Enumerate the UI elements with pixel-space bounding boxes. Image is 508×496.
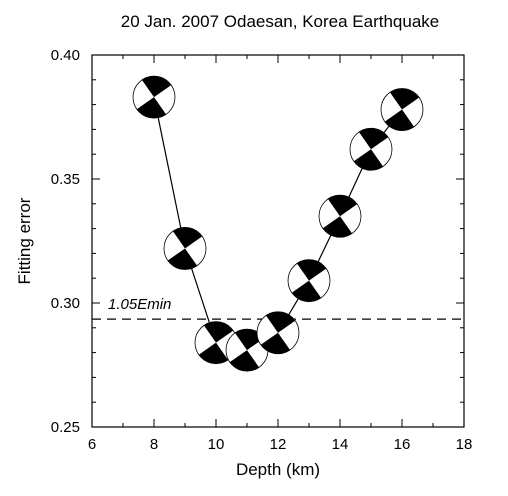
chart-title: 20 Jan. 2007 Odaesan, Korea Earthquake xyxy=(121,12,440,31)
data-point-beachball xyxy=(163,227,207,270)
axis-ticks: 6 8 10 12 14 16 18 0.25 0.30 0.35 0.40 xyxy=(51,47,473,453)
x-tick-label: 8 xyxy=(150,436,158,453)
y-tick-label: 0.30 xyxy=(51,295,80,312)
data-point-beachball xyxy=(132,75,176,119)
y-tick-label: 0.35 xyxy=(51,171,80,188)
y-axis-label: Fitting error xyxy=(15,197,34,284)
plot-area: 1.05Emin xyxy=(92,75,464,372)
x-tick-label: 16 xyxy=(394,436,411,453)
data-point-beachball xyxy=(256,311,300,355)
threshold-label: 1.05Emin xyxy=(108,296,171,313)
x-tick-label: 10 xyxy=(208,436,225,453)
x-axis-label: Depth (km) xyxy=(236,460,320,479)
data-point-beachball xyxy=(380,88,424,131)
data-point-beachball xyxy=(318,194,362,238)
x-tick-label: 18 xyxy=(456,436,473,453)
y-tick-label: 0.25 xyxy=(51,419,80,436)
data-point-beachball xyxy=(349,127,393,171)
y-tick-label: 0.40 xyxy=(51,47,80,64)
x-tick-label: 6 xyxy=(88,436,96,453)
x-tick-label: 14 xyxy=(332,436,349,453)
x-tick-label: 12 xyxy=(270,436,287,453)
data-point-beachball xyxy=(287,259,331,303)
